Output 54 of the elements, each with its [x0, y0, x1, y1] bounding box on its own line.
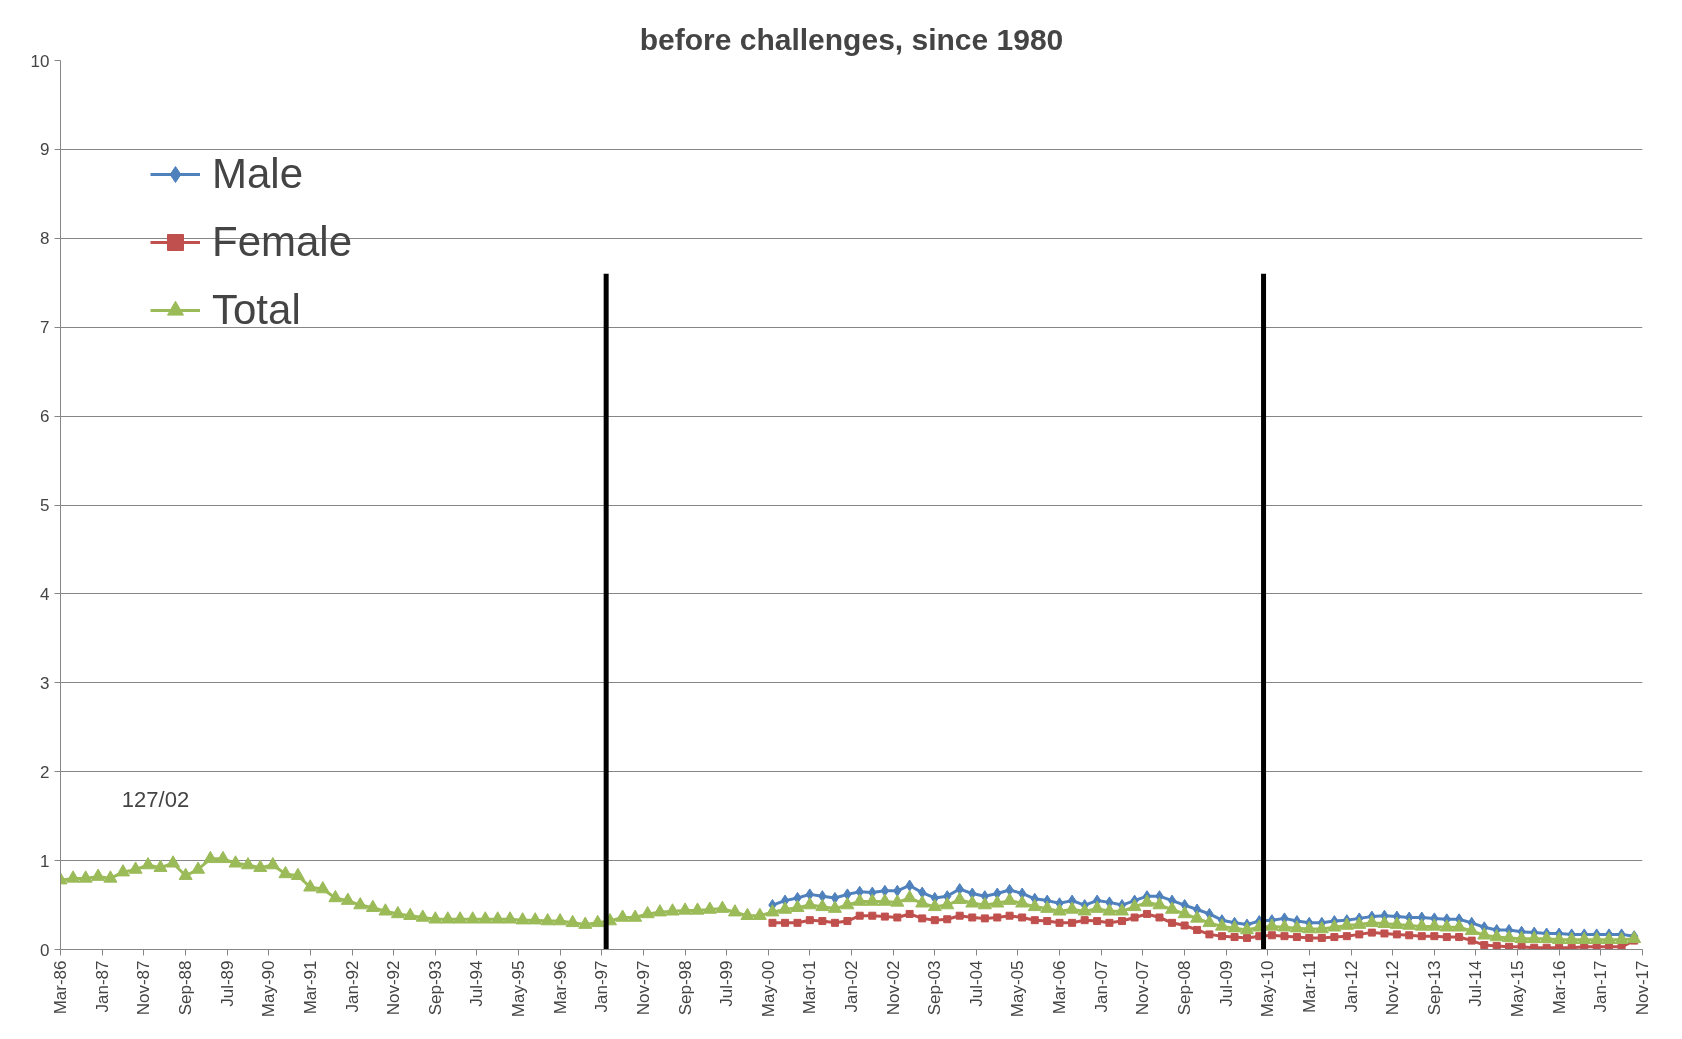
x-tick-label: Nov-02 — [883, 960, 903, 1016]
legend-label: Total — [212, 286, 301, 334]
y-tick-label: 1 — [40, 851, 50, 871]
x-tick-label: Jul-89 — [217, 960, 237, 1007]
x-tick-label: Mar-16 — [1549, 960, 1569, 1015]
x-tick-label: Sep-03 — [925, 960, 945, 1016]
x-tick-label: May-15 — [1507, 960, 1527, 1018]
x-tick-label: Jan-07 — [1091, 960, 1111, 1013]
x-tick-label: Nov-12 — [1383, 960, 1403, 1016]
x-tick-label: Jul-99 — [717, 960, 736, 1007]
legend-label: Male — [212, 150, 304, 198]
x-tick-label: Sep-98 — [675, 960, 695, 1016]
x-tick-label: Mar-01 — [800, 960, 820, 1015]
x-tick-label: Jul-04 — [966, 960, 986, 1007]
x-tick-label: Nov-17 — [1633, 960, 1652, 1016]
x-tick-label: Nov-87 — [134, 960, 154, 1016]
y-tick-label: 10 — [30, 51, 50, 71]
y-tick-label: 8 — [40, 229, 50, 249]
y-tick-label: 9 — [40, 140, 50, 160]
y-tick-label: 6 — [40, 407, 50, 427]
y-tick-label: 7 — [40, 318, 50, 338]
x-tick-label: May-00 — [758, 960, 778, 1018]
annotation: 127/02 — [121, 787, 190, 812]
x-tick-label: Jan-02 — [842, 960, 862, 1013]
x-tick-label: Jan-17 — [1591, 960, 1611, 1013]
y-tick-label: 2 — [40, 762, 50, 782]
y-tick-label: 3 — [40, 673, 50, 693]
x-tick-label: Jan-97 — [592, 960, 612, 1013]
x-tick-label: Sep-93 — [425, 960, 445, 1016]
x-tick-label: Jan-12 — [1341, 960, 1361, 1013]
y-tick-label: 5 — [40, 496, 50, 515]
chart-title: before challenges, since 1980 — [639, 22, 1064, 56]
x-tick-label: Jul-09 — [1216, 960, 1236, 1007]
x-tick-label: Sep-88 — [176, 960, 196, 1016]
x-tick-label: May-10 — [1258, 960, 1278, 1018]
x-tick-label: May-05 — [1008, 960, 1028, 1018]
x-tick-label: Jul-14 — [1466, 960, 1486, 1007]
y-tick-label: 4 — [40, 584, 50, 604]
x-tick-label: Sep-08 — [1175, 960, 1195, 1016]
x-tick-label: Nov-07 — [1133, 960, 1153, 1016]
y-tick-label: 0 — [40, 940, 50, 960]
x-tick-label: Jan-92 — [342, 960, 362, 1013]
x-tick-label: Nov-92 — [384, 960, 404, 1016]
x-tick-label: Mar-06 — [1050, 960, 1070, 1015]
x-tick-label: Nov-97 — [633, 960, 653, 1016]
x-tick-label: Jul-94 — [467, 960, 487, 1007]
x-tick-label: Sep-13 — [1424, 960, 1444, 1016]
x-tick-label: Mar-91 — [300, 960, 320, 1015]
x-tick-label: Mar-11 — [1299, 960, 1319, 1014]
x-tick-label: May-95 — [508, 960, 528, 1018]
x-tick-label: Mar-86 — [51, 960, 70, 1015]
x-tick-label: Mar-96 — [550, 960, 570, 1015]
x-tick-label: May-90 — [259, 960, 279, 1018]
x-tick-label: Jan-87 — [92, 960, 112, 1013]
